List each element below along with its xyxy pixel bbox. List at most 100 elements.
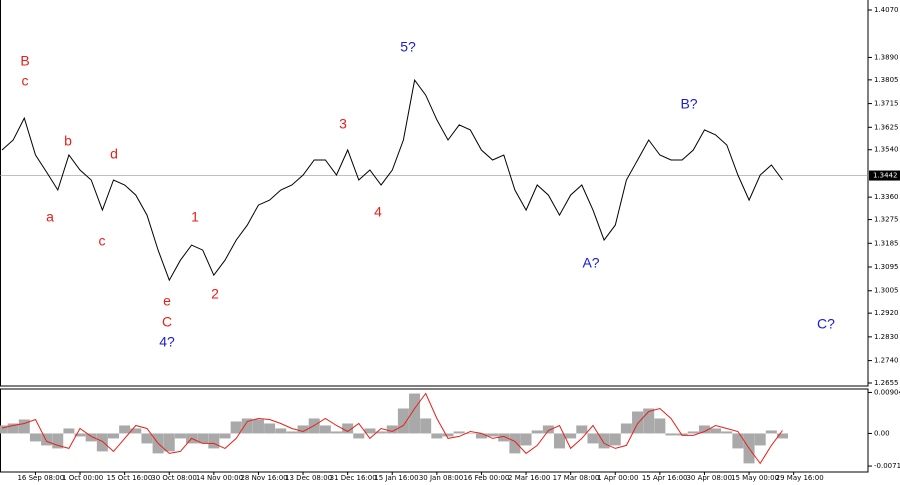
wave-label: 3	[339, 116, 347, 132]
x-tick-label: 29 May 16:00	[776, 474, 824, 482]
wave-label: A?	[582, 255, 599, 271]
x-tick-label: 1 Apr 00:00	[597, 474, 638, 482]
histogram-bar	[264, 423, 276, 434]
histogram-bar	[609, 433, 621, 446]
histogram-bar	[431, 433, 443, 439]
histogram-bar	[654, 418, 666, 434]
histogram-bar	[710, 428, 722, 434]
wave-label: B?	[680, 96, 697, 112]
x-tick-label: 2 Mar 16:00	[508, 474, 550, 482]
histogram-bar	[319, 425, 331, 434]
histogram-bar	[208, 433, 220, 449]
histogram-bar	[85, 433, 97, 442]
wave-label: C?	[817, 316, 835, 332]
histogram-bar	[163, 433, 175, 452]
wave-label: C	[162, 314, 172, 330]
y-tick-label: 1.3185	[874, 239, 899, 247]
y-tick-label: 1.3540	[874, 146, 899, 154]
wave-label: 2	[211, 286, 219, 302]
histogram-bar	[632, 411, 644, 434]
histogram-bar	[765, 430, 777, 434]
y-tick-label: 0.00904	[874, 388, 900, 396]
histogram-bar	[687, 431, 699, 434]
y-tick-label: 0.00	[874, 429, 890, 437]
histogram-bar	[587, 433, 599, 444]
histogram-bar	[498, 433, 510, 442]
wave-label: e	[163, 293, 171, 309]
histogram-bar	[286, 431, 298, 434]
histogram-bar	[420, 418, 432, 434]
current-price-box	[869, 170, 900, 181]
x-tick-label: 30 Jan 08:00	[419, 474, 463, 482]
x-tick-label: 15 Jan 16:00	[374, 474, 418, 482]
histogram-bar	[620, 423, 632, 434]
histogram-bar	[464, 433, 476, 434]
wave-label: 4	[374, 204, 382, 220]
histogram-bar	[531, 430, 543, 434]
histogram-bar	[275, 428, 287, 434]
histogram-bar	[721, 431, 733, 434]
y-tick-label: 1.4070	[874, 6, 899, 14]
x-tick-label: 30 Oct 08:00	[151, 474, 197, 482]
x-tick-label: 31 Dec 16:00	[330, 474, 377, 482]
histogram-bar	[777, 433, 788, 439]
histogram-bar	[108, 433, 119, 439]
histogram-bar	[565, 433, 577, 439]
wave-label: d	[110, 146, 118, 162]
histogram-bar	[475, 433, 487, 439]
line-series	[1, 78, 783, 282]
x-tick-label: 15 Apr 16:00	[642, 474, 688, 482]
histogram-bar	[598, 433, 610, 449]
histogram-bar	[297, 425, 309, 434]
histogram-bar	[230, 421, 242, 434]
histogram-bar	[252, 419, 264, 434]
histogram-bar	[174, 433, 186, 439]
wave-label: B	[20, 53, 29, 69]
histogram-bar	[52, 433, 64, 449]
histogram-bar	[96, 433, 108, 452]
histogram-bar	[7, 423, 19, 434]
histogram-bar	[576, 425, 588, 434]
x-tick-label: 1 Oct 00:00	[62, 474, 103, 482]
main-frame	[0, 0, 869, 387]
histogram-bar	[130, 428, 142, 434]
x-tick-label: 16 Feb 00:00	[463, 474, 509, 482]
y-tick-label: 1.3625	[874, 123, 899, 131]
wave-label: c	[22, 73, 29, 89]
histogram-bar	[754, 433, 766, 446]
histogram-bar	[18, 419, 30, 434]
histogram-bar	[665, 433, 677, 436]
y-tick-label: 1.3095	[874, 263, 899, 271]
y-tick-label: 1.3890	[874, 53, 899, 61]
histogram-bar	[219, 433, 231, 439]
x-tick-label: 13 Dec 08:00	[285, 474, 332, 482]
histogram-bar	[409, 393, 421, 434]
histogram-bar	[698, 425, 710, 434]
histogram-bar	[41, 433, 53, 446]
histogram-bar	[119, 425, 131, 434]
line-series	[1, 392, 783, 465]
histogram-bar	[509, 433, 521, 454]
histogram-bar	[676, 433, 688, 436]
histogram-bar	[520, 433, 532, 446]
histogram-bar	[487, 433, 499, 437]
x-tick-label: 15 Oct 16:00	[107, 474, 153, 482]
wave-label: a	[46, 209, 54, 225]
y-tick-label: 1.3275	[874, 216, 899, 224]
y-tick-label: 1.3360	[874, 193, 899, 201]
histogram-bar	[197, 433, 209, 444]
histogram-bar	[397, 408, 409, 434]
y-tick-label: 1.3005	[874, 287, 899, 295]
histogram-bar	[643, 408, 655, 434]
wave-label: 4?	[159, 334, 175, 350]
histogram-bar	[732, 433, 744, 449]
x-tick-label: 14 Nov 00:00	[196, 474, 243, 482]
histogram-bar	[542, 425, 554, 434]
histogram-bar	[342, 423, 354, 434]
histogram-bar	[386, 425, 398, 434]
x-tick-label: 17 Mar 08:00	[553, 474, 600, 482]
y-tick-label: -0.00719	[874, 462, 900, 470]
y-tick-label: 1.3805	[874, 76, 899, 84]
histogram-bar	[141, 433, 153, 444]
